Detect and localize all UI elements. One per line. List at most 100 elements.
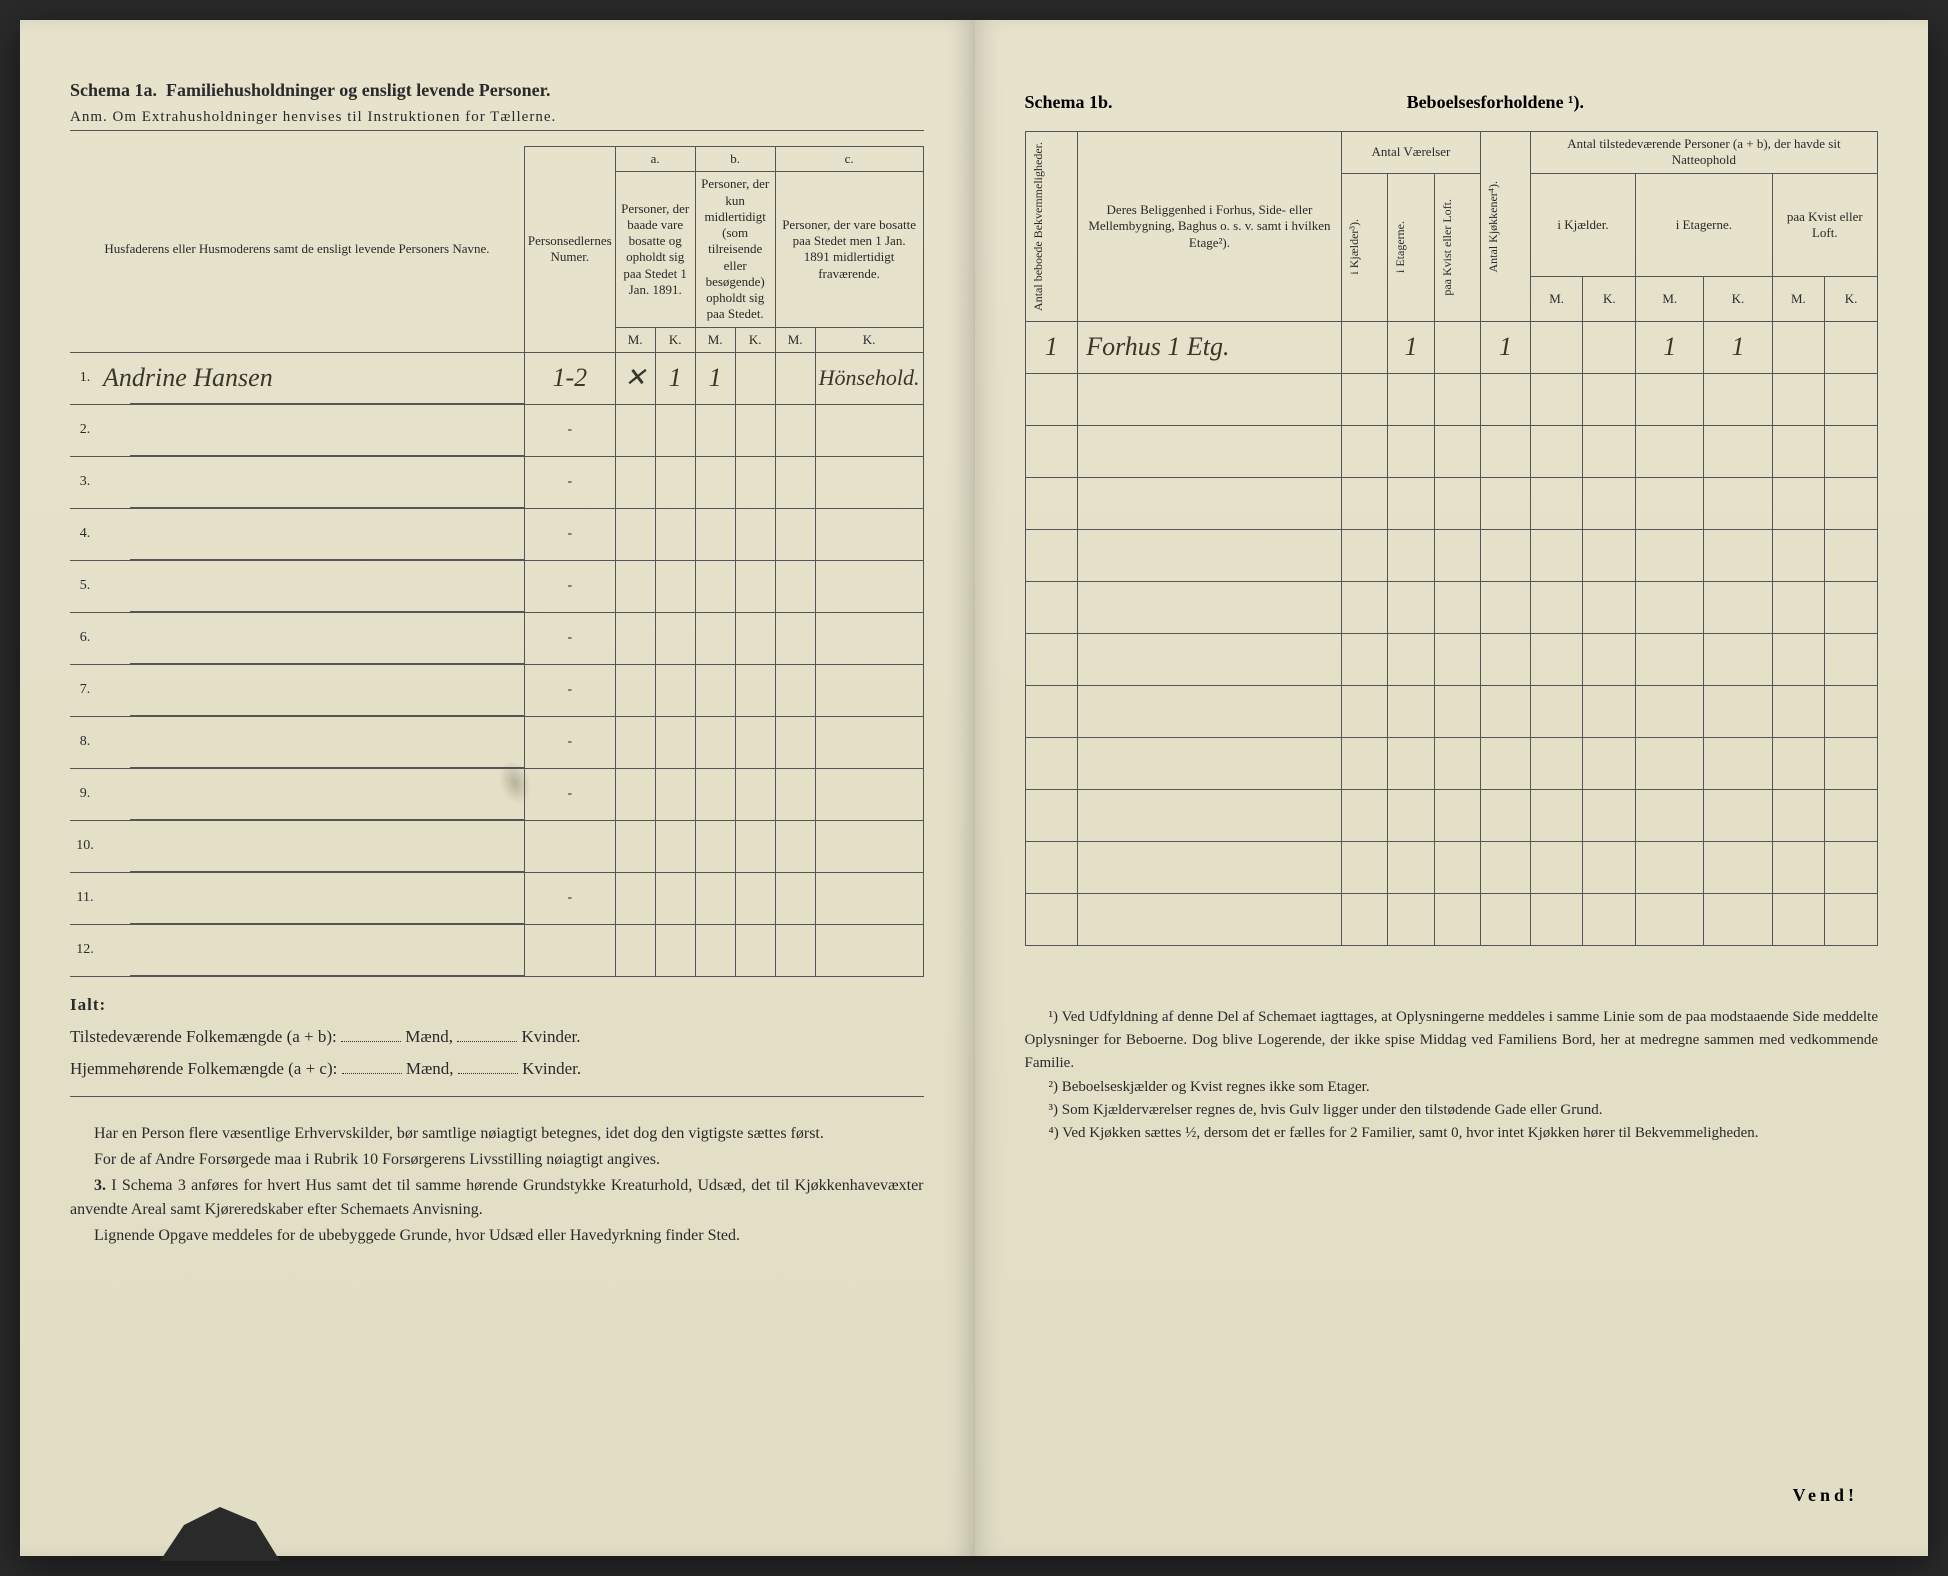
cell-et-k — [1704, 425, 1772, 477]
cell-name — [100, 456, 524, 508]
cell-num: - — [524, 560, 615, 612]
cell-a-m — [615, 664, 655, 716]
hdr-bekvem: Antal beboede Bekvemmeligheder. — [1025, 132, 1078, 322]
table-row — [1025, 841, 1878, 893]
cell-a-k — [655, 612, 695, 664]
table-row — [1025, 581, 1878, 633]
cell-c-m — [775, 560, 815, 612]
cell-bekv — [1025, 685, 1078, 737]
cell-et-k — [1704, 581, 1772, 633]
cell-c-k: Hönsehold. — [815, 352, 923, 404]
cell-b-k — [735, 508, 775, 560]
cell-a-k — [655, 872, 695, 924]
cell-bekv — [1025, 373, 1078, 425]
cell-b-m — [695, 508, 735, 560]
cell-name — [100, 716, 524, 768]
cell-name — [100, 404, 524, 456]
hjemme-label: Hjemmehørende Folkemængde (a + c): — [70, 1059, 337, 1078]
schema-1a-label: Schema 1a. — [70, 80, 157, 100]
cell-name — [100, 560, 524, 612]
cell-a-k — [655, 508, 695, 560]
cell-belig — [1078, 529, 1342, 581]
table-1a-body: 1.Andrine Hansen1-2✕11Hönsehold.2.-3.-4.… — [70, 352, 923, 976]
hdr-sub-etag: i Etagerne. — [1636, 173, 1772, 277]
row-number: 6. — [70, 612, 100, 664]
row-number: 1. — [70, 352, 100, 404]
cell-vkv — [1434, 425, 1481, 477]
cell-vkv — [1434, 373, 1481, 425]
cell-et-m — [1636, 529, 1704, 581]
hdr-names: Husfaderens eller Husmoderens samt de en… — [70, 147, 524, 353]
cell-kj-k — [1583, 529, 1636, 581]
row-number: 5. — [70, 560, 100, 612]
cell-vkj — [1341, 529, 1388, 581]
cell-kj-k — [1583, 633, 1636, 685]
maend-2: Mænd, — [406, 1059, 454, 1078]
cell-bekv — [1025, 893, 1078, 945]
cell-vkj — [1341, 581, 1388, 633]
table-row — [1025, 633, 1878, 685]
row-number: 2. — [70, 404, 100, 456]
hdr-c-text: Personer, der vare bosatte paa Stedet me… — [775, 172, 923, 327]
cell-b-m — [695, 768, 735, 820]
cell-vkj — [1341, 425, 1388, 477]
cell-kj-k — [1583, 581, 1636, 633]
cell-c-m — [775, 872, 815, 924]
hdr-vkv: paa Kvist eller Loft. — [1434, 173, 1481, 321]
hdr-et-m: M. — [1636, 277, 1704, 322]
cell-c-m — [775, 612, 815, 664]
cell-kk: 1 — [1481, 321, 1531, 373]
cell-et-m — [1636, 685, 1704, 737]
cell-a-k — [655, 820, 695, 872]
cell-et-k — [1704, 685, 1772, 737]
cell-vet — [1388, 893, 1435, 945]
cell-kj-k — [1583, 789, 1636, 841]
cell-vkj — [1341, 633, 1388, 685]
cell-belig — [1078, 373, 1342, 425]
cell-et-k: 1 — [1704, 321, 1772, 373]
cell-kk — [1481, 529, 1531, 581]
schema-1b-heading: Beboelsesforholdene ¹). — [1407, 92, 1584, 113]
hdr-antal-vaer: Antal Værelser — [1341, 132, 1481, 174]
cell-lo-m — [1772, 581, 1825, 633]
cell-a-k — [655, 560, 695, 612]
tilstede-m — [341, 1041, 401, 1042]
cell-b-k — [735, 924, 775, 976]
cell-vkv — [1434, 737, 1481, 789]
cell-b-k — [735, 768, 775, 820]
cell-et-m — [1636, 633, 1704, 685]
cell-a-k — [655, 768, 695, 820]
table-row — [1025, 685, 1878, 737]
hdr-group-c: c. — [775, 147, 923, 172]
table-row: 12. — [70, 924, 923, 976]
cell-vet — [1388, 425, 1435, 477]
cell-lo-m — [1772, 737, 1825, 789]
cell-lo-k — [1825, 581, 1878, 633]
cell-kj-m — [1530, 737, 1583, 789]
cell-vkv — [1434, 893, 1481, 945]
cell-vkv — [1434, 581, 1481, 633]
cell-c-m — [775, 664, 815, 716]
table-row: 6.- — [70, 612, 923, 664]
row-number: 8. — [70, 716, 100, 768]
cell-vet — [1388, 737, 1435, 789]
cell-bekv — [1025, 633, 1078, 685]
cell-vet — [1388, 477, 1435, 529]
cell-b-k — [735, 612, 775, 664]
cell-kj-m — [1530, 893, 1583, 945]
row-number: 3. — [70, 456, 100, 508]
footnote-1: ¹) Ved Udfyldning af denne Del af Schema… — [1025, 1006, 1879, 1076]
cell-bekv: 1 — [1025, 321, 1078, 373]
cell-vet: 1 — [1388, 321, 1435, 373]
cell-et-m — [1636, 425, 1704, 477]
cell-b-m — [695, 456, 735, 508]
cell-num: - — [524, 872, 615, 924]
cell-belig — [1078, 841, 1342, 893]
table-row: 7.- — [70, 664, 923, 716]
table-row: 3.- — [70, 456, 923, 508]
cell-bekv — [1025, 789, 1078, 841]
cell-vkv — [1434, 529, 1481, 581]
cell-lo-k — [1825, 633, 1878, 685]
cell-a-k — [655, 456, 695, 508]
cell-vet — [1388, 789, 1435, 841]
